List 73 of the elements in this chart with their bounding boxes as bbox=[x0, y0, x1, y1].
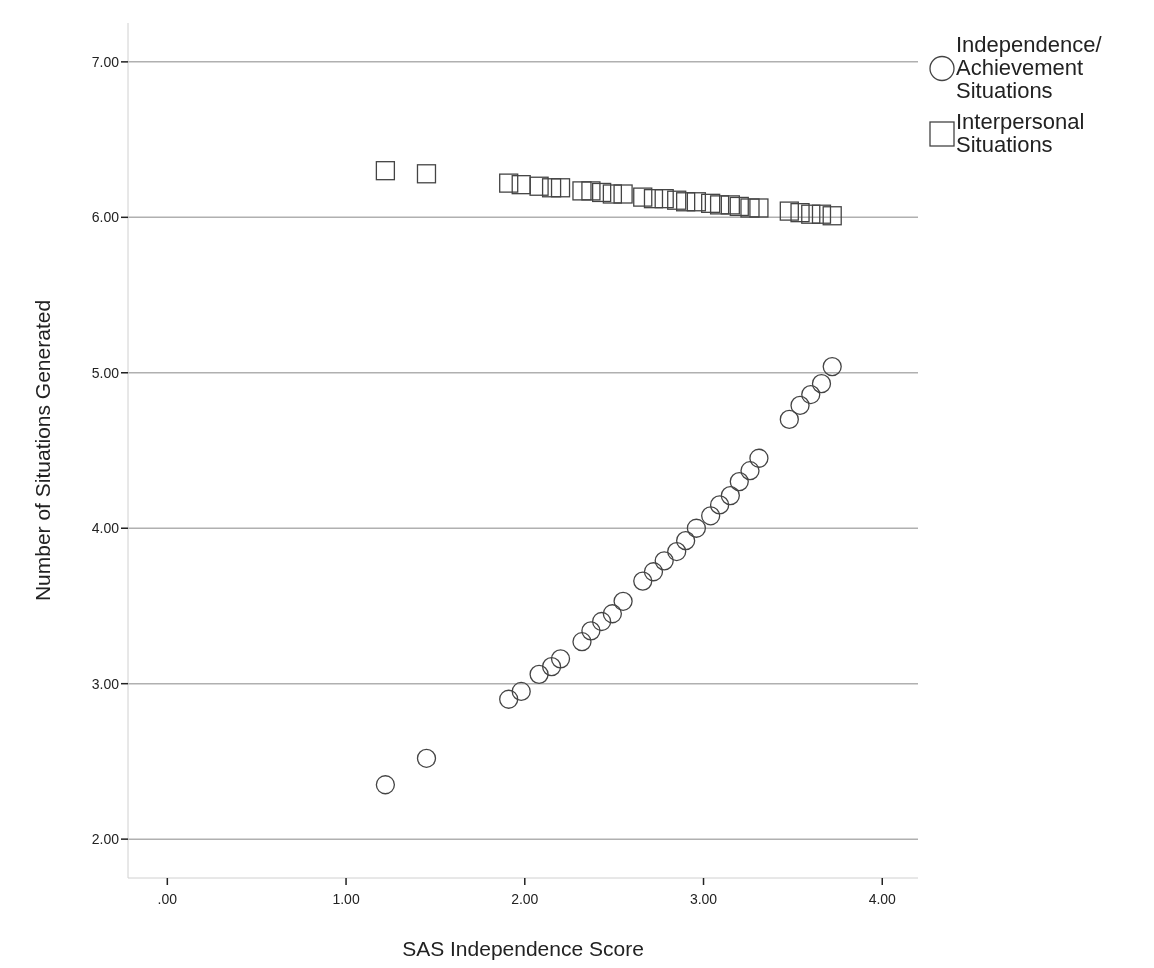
y-tick-label: 3.00 bbox=[91, 675, 120, 692]
point bbox=[779, 409, 799, 430]
point bbox=[654, 189, 674, 209]
point bbox=[550, 649, 571, 669]
x-axis-title: SAS Independence Score bbox=[402, 937, 644, 960]
x-tick-label: 2.00 bbox=[511, 891, 539, 907]
point bbox=[572, 181, 592, 201]
point bbox=[676, 192, 696, 212]
point bbox=[686, 518, 707, 538]
point bbox=[633, 571, 653, 591]
point bbox=[572, 632, 592, 652]
y-tick-label: 7.00 bbox=[91, 53, 120, 70]
point bbox=[667, 541, 687, 562]
point bbox=[749, 448, 769, 468]
point bbox=[499, 173, 519, 193]
point bbox=[686, 192, 707, 212]
point bbox=[602, 184, 623, 204]
y-tick-label: 6.00 bbox=[91, 209, 120, 226]
point bbox=[701, 506, 721, 526]
point bbox=[801, 204, 821, 224]
point bbox=[591, 611, 612, 632]
point bbox=[801, 384, 821, 405]
point bbox=[729, 471, 749, 492]
point bbox=[633, 187, 653, 207]
y-tick-label: 5.00 bbox=[91, 364, 120, 381]
point bbox=[790, 203, 810, 223]
point bbox=[591, 182, 612, 203]
point bbox=[701, 193, 721, 213]
point bbox=[822, 356, 842, 377]
point bbox=[811, 204, 832, 224]
point bbox=[613, 184, 633, 204]
y-tick-label: 4.00 bbox=[91, 520, 120, 537]
point bbox=[643, 562, 664, 582]
point bbox=[499, 689, 519, 709]
point bbox=[749, 198, 769, 218]
point bbox=[709, 495, 730, 515]
point bbox=[581, 621, 601, 641]
point bbox=[375, 161, 396, 181]
point bbox=[676, 531, 696, 551]
point bbox=[740, 461, 760, 481]
point bbox=[550, 178, 571, 198]
point bbox=[541, 656, 562, 677]
point bbox=[511, 175, 531, 195]
point bbox=[375, 775, 396, 795]
x-tick-label: 1.00 bbox=[332, 891, 360, 907]
x-tick-label: 4.00 bbox=[868, 891, 897, 907]
legend-label: Independence/ Achievement Situations bbox=[956, 32, 1103, 103]
point bbox=[740, 198, 760, 218]
point bbox=[720, 485, 740, 506]
y-tick-label: 2.00 bbox=[91, 831, 120, 848]
point bbox=[541, 178, 562, 198]
point bbox=[602, 604, 623, 624]
point bbox=[667, 190, 687, 210]
point bbox=[709, 195, 730, 215]
legend-label: Interpersonal Situations bbox=[956, 109, 1085, 157]
point bbox=[779, 201, 799, 221]
point bbox=[643, 189, 664, 209]
point bbox=[529, 176, 549, 196]
x-tick-label: 3.00 bbox=[689, 891, 718, 907]
point bbox=[416, 164, 437, 184]
point bbox=[581, 181, 601, 201]
point bbox=[613, 591, 633, 611]
point bbox=[416, 748, 437, 768]
point bbox=[654, 551, 674, 571]
x-tick-label: .00 bbox=[157, 891, 178, 907]
y-axis-title: Number of Situations Generated bbox=[31, 299, 54, 602]
point bbox=[790, 395, 810, 416]
point bbox=[729, 196, 749, 217]
point bbox=[511, 681, 531, 702]
point bbox=[720, 195, 740, 215]
point bbox=[811, 374, 832, 394]
point bbox=[529, 664, 549, 685]
point bbox=[822, 206, 842, 226]
